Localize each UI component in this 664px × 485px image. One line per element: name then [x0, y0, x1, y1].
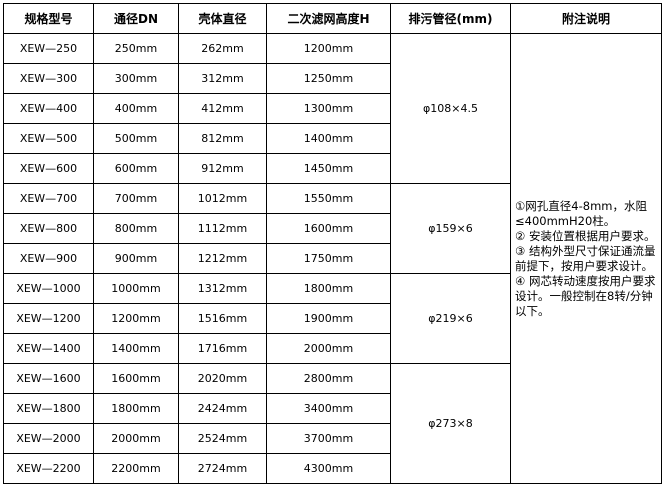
note-item: ①网孔直径4-8mm，水阻≤400mmH20柱。 [515, 198, 647, 228]
cell-dn: 2000mm [93, 423, 179, 454]
cell-shell-diameter: 1112mm [178, 213, 267, 244]
cell-filter-height: 1800mm [266, 273, 391, 304]
cell-filter-height: 4300mm [266, 453, 391, 484]
cell-drain-diameter: φ273×8 [390, 363, 511, 484]
header-dn: 通径DN [93, 3, 179, 34]
cell-shell-diameter: 912mm [178, 153, 267, 184]
cell-shell-diameter: 812mm [178, 123, 267, 154]
cell-filter-height: 3400mm [266, 393, 391, 424]
cell-shell-diameter: 312mm [178, 63, 267, 94]
cell-filter-height: 1300mm [266, 93, 391, 124]
cell-model: XEW—2200 [3, 453, 94, 484]
header-row: 规格型号 通径DN 壳体直径 二次滤网高度H 排污管径(mm) 附注说明 [3, 3, 662, 34]
cell-model: XEW—500 [3, 123, 94, 154]
cell-shell-diameter: 1212mm [178, 243, 267, 274]
cell-filter-height: 1400mm [266, 123, 391, 154]
cell-dn: 250mm [93, 33, 179, 64]
cell-dn: 1000mm [93, 273, 179, 304]
table-row: XEW—1600 1600mm 2020mm 2800mm φ273×8 [3, 363, 662, 484]
cell-filter-height: 2800mm [266, 363, 391, 394]
table-row: XEW—600 600mm 912mm 1450mm [3, 153, 662, 184]
table-row: XEW—300 300mm 312mm 1250mm [3, 63, 662, 94]
cell-model: XEW—1600 [3, 363, 94, 394]
cell-filter-height: 1450mm [266, 153, 391, 184]
header-notes: 附注说明 [510, 3, 662, 34]
notes-cell: ①网孔直径4-8mm，水阻≤400mmH20柱。 ② 安装位置根据用户要求。 ③ 结… [510, 33, 662, 484]
cell-filter-height: 2000mm [266, 333, 391, 364]
cell-model: XEW—1000 [3, 273, 94, 304]
cell-shell-diameter: 2524mm [178, 423, 267, 454]
cell-dn: 2200mm [93, 453, 179, 484]
header-filter-height: 二次滤网高度H [266, 3, 391, 34]
table-row: XEW—1800 1800mm 2424mm 3400mm [3, 393, 662, 424]
table-row: XEW—400 400mm 412mm 1300mm [3, 93, 662, 124]
table-row: XEW—900 900mm 1212mm 1750mm [3, 243, 662, 274]
table-row: XEW—2200 2200mm 2724mm 4300mm [3, 453, 662, 484]
cell-filter-height: 1250mm [266, 63, 391, 94]
table-row: XEW—700 700mm 1012mm 1550mm φ159×6 [3, 183, 662, 274]
cell-drain-diameter: φ108×4.5 [390, 33, 511, 184]
cell-shell-diameter: 1312mm [178, 273, 267, 304]
table-row: XEW—2000 2000mm 2524mm 3700mm [3, 423, 662, 454]
header-shell-diameter: 壳体直径 [178, 3, 267, 34]
cell-dn: 1200mm [93, 303, 179, 334]
note-item: ④ 网芯转动速度按用户要求设计。一般控制在8转/分钟以下。 [515, 273, 656, 318]
cell-model: XEW—800 [3, 213, 94, 244]
cell-model: XEW—1800 [3, 393, 94, 424]
cell-dn: 600mm [93, 153, 179, 184]
cell-dn: 300mm [93, 63, 179, 94]
cell-model: XEW—1400 [3, 333, 94, 364]
cell-shell-diameter: 412mm [178, 93, 267, 124]
cell-filter-height: 3700mm [266, 423, 391, 454]
header-drain-diameter: 排污管径(mm) [390, 3, 511, 34]
cell-model: XEW—2000 [3, 423, 94, 454]
cell-model: XEW—400 [3, 93, 94, 124]
cell-model: XEW—250 [3, 33, 94, 64]
table-row: XEW—250 250mm 262mm 1200mm φ108×4.5 ①网孔直径4-8m… [3, 33, 662, 484]
cell-filter-height: 1600mm [266, 213, 391, 244]
cell-model: XEW—300 [3, 63, 94, 94]
cell-dn: 500mm [93, 123, 179, 154]
cell-dn: 700mm [93, 183, 179, 214]
cell-shell-diameter: 1516mm [178, 303, 267, 334]
cell-model: XEW—700 [3, 183, 94, 214]
cell-dn: 400mm [93, 93, 179, 124]
cell-filter-height: 1200mm [266, 33, 391, 64]
cell-shell-diameter: 2020mm [178, 363, 267, 394]
table-row: XEW—1000 1000mm 1312mm 1800mm φ219×6 [3, 273, 662, 364]
cell-shell-diameter: 262mm [178, 33, 267, 64]
cell-filter-height: 1750mm [266, 243, 391, 274]
cell-model: XEW—1200 [3, 303, 94, 334]
cell-filter-height: 1550mm [266, 183, 391, 214]
header-model: 规格型号 [3, 3, 94, 34]
cell-filter-height: 1900mm [266, 303, 391, 334]
cell-dn: 900mm [93, 243, 179, 274]
table-row: XEW—800 800mm 1112mm 1600mm [3, 213, 662, 244]
cell-shell-diameter: 2424mm [178, 393, 267, 424]
cell-dn: 1600mm [93, 363, 179, 394]
table-row: XEW—500 500mm 812mm 1400mm [3, 123, 662, 154]
note-item: ③ 结构外型尺寸保证通流量前提下，按用户要求设计。 [515, 243, 656, 273]
cell-model: XEW—600 [3, 153, 94, 184]
cell-shell-diameter: 1012mm [178, 183, 267, 214]
cell-dn: 800mm [93, 213, 179, 244]
cell-model: XEW—900 [3, 243, 94, 274]
cell-drain-diameter: φ219×6 [390, 273, 511, 364]
cell-dn: 1800mm [93, 393, 179, 424]
cell-dn: 1400mm [93, 333, 179, 364]
spec-table: 规格型号 通径DN 壳体直径 二次滤网高度H 排污管径(mm) 附注说明 XEW… [3, 3, 662, 484]
cell-shell-diameter: 1716mm [178, 333, 267, 364]
note-item: ② 安装位置根据用户要求。 [515, 228, 656, 243]
cell-drain-diameter: φ159×6 [390, 183, 511, 274]
cell-shell-diameter: 2724mm [178, 453, 267, 484]
